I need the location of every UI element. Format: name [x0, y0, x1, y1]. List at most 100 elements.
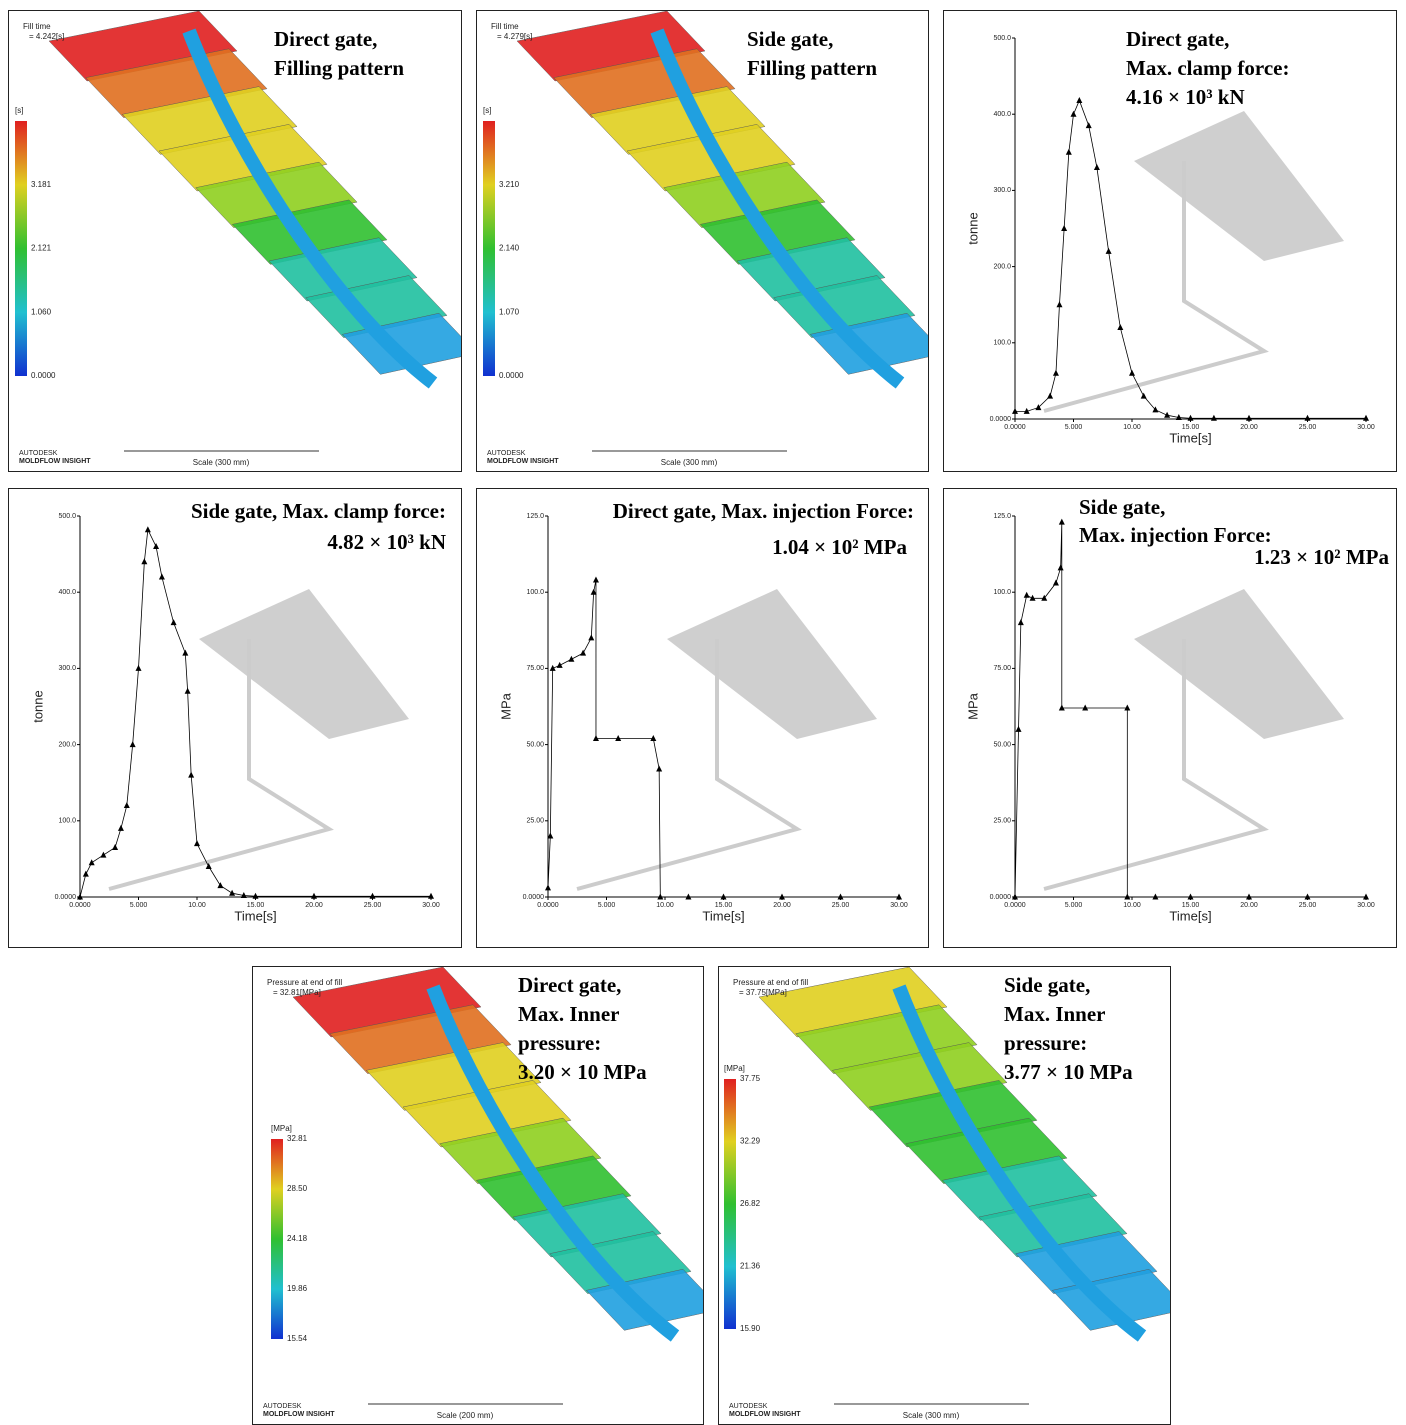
- panel-title: 3.77 × 10 MPa: [1004, 1060, 1133, 1084]
- data-point: [1124, 893, 1131, 900]
- scale-bar-label: Scale (300 mm): [661, 458, 718, 467]
- data-point: [240, 891, 247, 898]
- data-point: [650, 735, 657, 742]
- color-bar-label: 1.070: [499, 307, 520, 316]
- x-axis-label: Time[s]: [1169, 908, 1211, 923]
- panel: Fill time= 4.279[s] Side gate, Filling pat…: [476, 10, 929, 472]
- data-point: [1175, 413, 1182, 420]
- data-point: [556, 661, 563, 668]
- part-illustration: [1134, 589, 1344, 739]
- x-tick-label: 15.00: [247, 902, 265, 909]
- part-rib: [795, 1004, 978, 1074]
- part-illustration: [1134, 111, 1344, 261]
- color-bar: [724, 1079, 736, 1329]
- color-bar-label: 32.81: [287, 1134, 308, 1143]
- data-point: [580, 649, 587, 656]
- data-point: [1029, 594, 1036, 601]
- x-tick-label: 5.000: [598, 902, 616, 909]
- unit-label: [MPa]: [271, 1124, 292, 1133]
- brand: MOLDFLOW INSIGHT: [729, 1411, 801, 1418]
- color-bar-label: 21.36: [740, 1262, 761, 1271]
- data-point: [1246, 414, 1252, 421]
- y-tick-label: 100.0: [993, 589, 1011, 596]
- data-point: [1076, 96, 1083, 103]
- y-tick-label: 200.0: [58, 741, 76, 748]
- data-point: [590, 588, 597, 595]
- y-tick-label: 125.0: [526, 513, 544, 520]
- data-point: [369, 892, 376, 899]
- y-tick-label: 500.0: [58, 513, 76, 520]
- y-tick-label: 50.00: [526, 741, 544, 748]
- panel: Pressure at end of fill= 32.81[MPa] Direc…: [252, 966, 704, 1425]
- panel-title: 1.23 × 10² MPa: [1254, 545, 1389, 569]
- color-bar-label: 3.181: [31, 180, 52, 189]
- part-rib: [553, 48, 736, 118]
- y-axis-label: MPa: [965, 692, 980, 720]
- part-rib: [85, 48, 268, 118]
- panel-title: Direct gate, Max. injection Force:: [613, 499, 914, 523]
- scale-bar-label: Scale (300 mm): [193, 458, 250, 467]
- x-tick-label: 20.00: [305, 902, 323, 909]
- data-point: [205, 863, 212, 870]
- data-point: [144, 526, 151, 533]
- data-point: [194, 840, 200, 847]
- data-point: [135, 664, 142, 671]
- data-point: [117, 824, 124, 831]
- result-label: Fill time: [23, 22, 51, 31]
- support-frame: [1043, 639, 1269, 891]
- part-rib: [699, 199, 856, 265]
- data-point: [720, 893, 727, 900]
- data-point: [311, 892, 317, 899]
- data-point: [1210, 414, 1217, 421]
- result-value: = 37.75[MPa]: [739, 988, 787, 997]
- data-point: [1164, 411, 1171, 418]
- y-axis-label: MPa: [498, 692, 513, 720]
- data-point: [592, 576, 599, 583]
- data-point: [1363, 414, 1369, 421]
- data-point: [1057, 564, 1064, 571]
- x-axis-label: Time[s]: [1169, 430, 1211, 445]
- y-tick-label: 25.00: [526, 818, 544, 825]
- brand: AUTODESK: [263, 1403, 302, 1410]
- panel-title: 4.82 × 10³ kN: [327, 530, 446, 554]
- color-bar-label: 26.82: [740, 1199, 761, 1208]
- data-point: [1023, 407, 1030, 414]
- result-value: = 4.242[s]: [29, 32, 64, 41]
- x-tick-label: 15.00: [715, 902, 733, 909]
- data-point: [153, 542, 160, 549]
- data-point: [1052, 369, 1059, 376]
- panel-title: Direct gate,: [1126, 27, 1229, 51]
- part-rib: [231, 199, 388, 265]
- data-point: [592, 735, 599, 742]
- data-point: [1058, 518, 1065, 525]
- x-tick-label: 25.00: [364, 902, 382, 909]
- data-point: [1140, 392, 1147, 399]
- x-tick-label: 30.00: [1357, 902, 1375, 909]
- part-rim: [182, 28, 438, 389]
- y-tick-label: 50.00: [993, 741, 1011, 748]
- data-point: [77, 893, 83, 900]
- panel-title: pressure:: [1004, 1031, 1087, 1055]
- panel: 0.0000 100.0 200.0 300.0 400.0 500.0 0.0000 5.0…: [943, 10, 1397, 472]
- color-bar-label: 19.86: [287, 1284, 308, 1293]
- y-tick-label: 300.0: [58, 665, 76, 672]
- data-point: [568, 655, 575, 662]
- x-tick-label: 30.00: [1357, 424, 1375, 431]
- data-point: [229, 889, 236, 896]
- data-point: [1015, 725, 1022, 732]
- y-tick-label: 0.0000: [990, 416, 1012, 423]
- part-rib: [941, 1155, 1098, 1221]
- x-axis-label: Time[s]: [234, 908, 276, 923]
- panel-title: Direct gate,: [518, 973, 621, 997]
- part-rib: [48, 11, 238, 82]
- panel-title: Max. Inner: [1004, 1002, 1106, 1026]
- y-tick-label: 400.0: [993, 111, 1011, 118]
- x-tick-label: 25.00: [1299, 902, 1317, 909]
- data-point: [837, 893, 844, 900]
- panel-title: 4.16 × 10³ kN: [1126, 85, 1245, 109]
- result-label: Fill time: [491, 22, 519, 31]
- data-point: [1012, 893, 1018, 900]
- data-point: [1065, 148, 1072, 155]
- data-point: [549, 664, 556, 671]
